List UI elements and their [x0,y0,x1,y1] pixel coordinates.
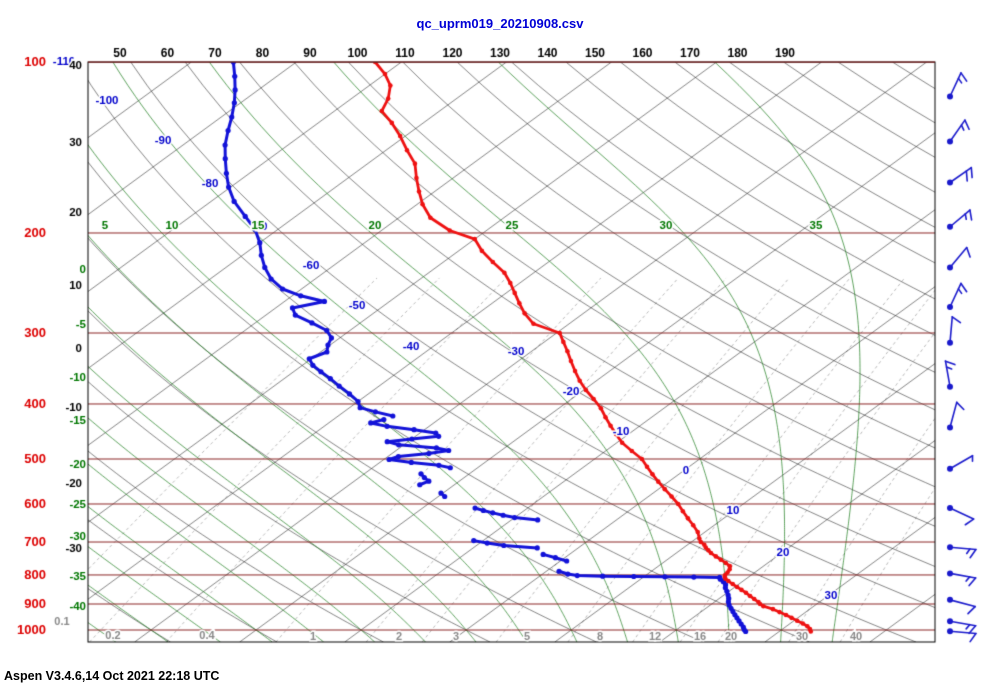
app-version-footer: Aspen V3.4.6,14 Oct 2021 22:18 UTC [4,669,220,683]
